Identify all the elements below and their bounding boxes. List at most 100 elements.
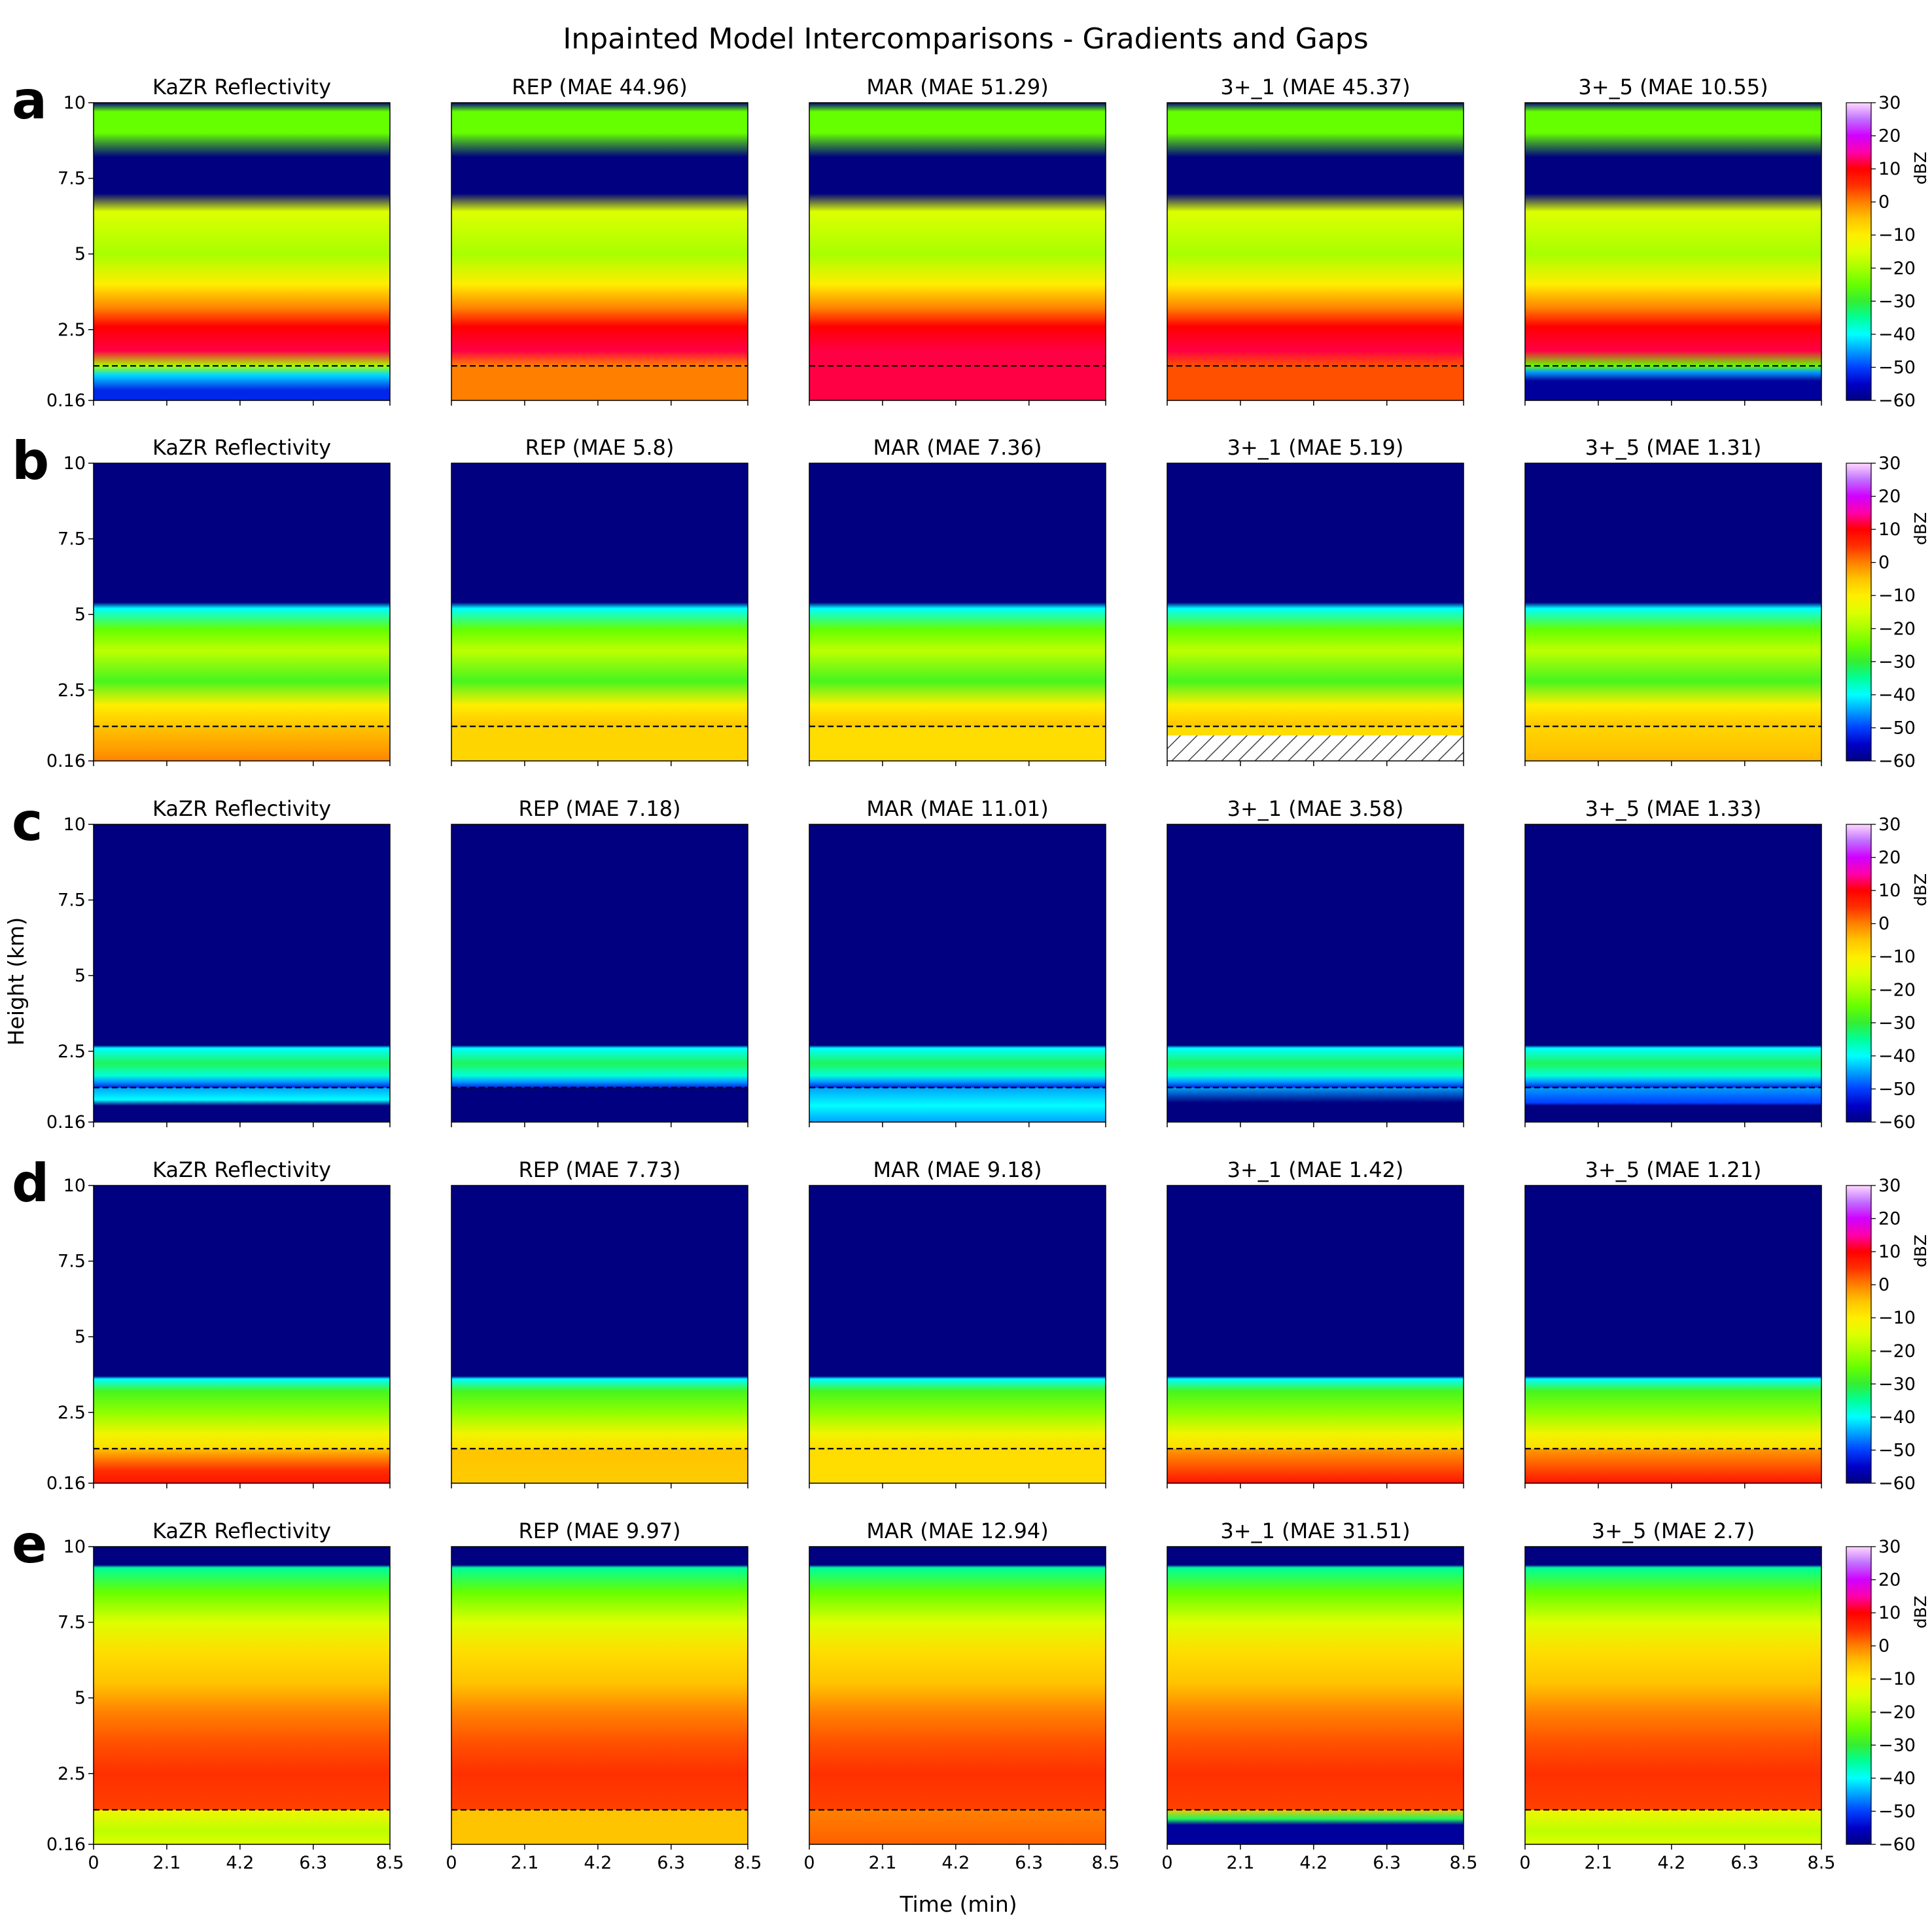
heatmap-e-5 (1525, 1547, 1821, 1844)
panel-e-4: 3+_1 (MAE 31.51) 0 2.1 4.2 6.3 8.5 (1161, 1519, 1477, 1873)
x-tick-label: 2.1 (510, 1853, 538, 1873)
panel-frame (1167, 1546, 1464, 1845)
panel-title: MAR (MAE 9.18) (873, 1157, 1042, 1182)
panel-title: 3+_5 (MAE 1.21) (1585, 1157, 1762, 1182)
panel-frame (93, 1185, 391, 1484)
colorbar-tick-label: −20 (1878, 1341, 1916, 1361)
panel-title: KaZR Reflectivity (152, 1157, 331, 1182)
colorbars: 30 20 10 0 −10 −20 −30 −40 −50 −60 dBZ 30 20 10 0 −10 −2… (1846, 93, 1930, 1855)
panel-title: 3+_1 (MAE 5.19) (1227, 435, 1404, 460)
heatmap-a-4 (1167, 103, 1464, 400)
panel-a-5: 3+_5 (MAE 10.55) (1524, 75, 1822, 406)
colorbar-tick-label: 0 (1878, 553, 1889, 573)
panel-title: REP (MAE 7.18) (518, 796, 680, 821)
x-tick-label: 6.3 (299, 1853, 327, 1873)
panel-c-3: MAR (MAE 11.01) (809, 796, 1106, 1127)
y-tick-label: 2.5 (58, 1403, 86, 1423)
x-tick-label: 0 (88, 1853, 99, 1873)
heatmap-e-1 (94, 1547, 390, 1844)
y-tick-label: 10 (63, 1537, 86, 1557)
panel-d-4: 3+_1 (MAE 1.42) (1167, 1157, 1464, 1488)
panel-frame (1167, 463, 1464, 762)
panel-grid: a KaZR Reflectivity 10 7.5 5 2.5 0.16 REP (MAE … (12, 70, 1835, 1873)
y-tick-label: 10 (63, 93, 86, 113)
panel-b-1: KaZR Reflectivity 10 7.5 5 2.5 0.16 (46, 435, 391, 771)
panel-frame (1167, 1185, 1464, 1484)
heatmap-b-5 (1525, 463, 1821, 761)
colorbar-tick-label: 10 (1878, 1242, 1901, 1262)
panel-title: MAR (MAE 7.36) (873, 435, 1042, 460)
heatmap-d-1 (94, 1186, 390, 1483)
y-tick-label: 0.16 (46, 1112, 86, 1133)
panel-c-5: 3+_5 (MAE 1.33) (1524, 796, 1822, 1127)
colorbar-tick-label: 20 (1878, 1570, 1901, 1590)
y-tick-label: 10 (63, 815, 86, 835)
colorbar-tick-label: −10 (1878, 225, 1916, 245)
colorbar-e: 30 20 10 0 −10 −20 −30 −40 −50 −60 dBZ (1846, 1537, 1930, 1855)
colorbar-tick-label: −30 (1878, 1374, 1916, 1394)
colorbar-tick-label: −20 (1878, 980, 1916, 1000)
panel-title: MAR (MAE 11.01) (866, 796, 1048, 821)
panel-frame (1524, 1185, 1822, 1484)
panel-b-5: 3+_5 (MAE 1.31) (1524, 435, 1822, 766)
heatmap-b-2 (451, 463, 748, 761)
panel-frame (93, 824, 391, 1123)
x-tick-label: 8.5 (1450, 1853, 1478, 1873)
panel-b-3: MAR (MAE 7.36) (809, 435, 1106, 766)
colorbar-tick-label: 30 (1878, 1176, 1901, 1196)
row-label-d: d (12, 1153, 49, 1214)
colorbar-tick-label: 0 (1878, 1275, 1889, 1295)
y-tick-label: 2.5 (58, 1764, 86, 1784)
colorbar-gradient (1846, 463, 1872, 762)
y-tick-label: 2.5 (58, 680, 86, 701)
panel-title: 3+_1 (MAE 45.37) (1220, 75, 1410, 99)
x-tick-label: 2.1 (1584, 1853, 1612, 1873)
colorbar-tick-label: 20 (1878, 487, 1901, 507)
x-axis-label: Time (min) (899, 1891, 1017, 1917)
panel-frame (1524, 1546, 1822, 1845)
colorbar-tick-label: 10 (1878, 1603, 1901, 1623)
x-tick-label: 6.3 (1373, 1853, 1401, 1873)
colorbar-tick-label: −10 (1878, 947, 1916, 967)
panel-frame (1524, 824, 1822, 1123)
panel-frame (1167, 824, 1464, 1123)
colorbar-tick-label: 30 (1878, 1537, 1901, 1557)
x-tick-label: 4.2 (1299, 1853, 1327, 1873)
panel-e-2: REP (MAE 9.97) 0 2.1 4.2 6.3 8.5 (446, 1519, 762, 1873)
panel-frame (1167, 102, 1464, 401)
y-tick-label: 5 (75, 244, 86, 264)
row-label-a: a (12, 70, 47, 131)
y-tick-label: 5 (75, 605, 86, 625)
panel-b-4: 3+_1 (MAE 5.19) (1167, 435, 1464, 766)
y-tick-label: 0.16 (46, 1835, 86, 1855)
colorbar-gradient (1846, 824, 1872, 1123)
colorbar-tick-label: −40 (1878, 1046, 1916, 1066)
panel-frame (809, 824, 1106, 1123)
x-tick-label: 8.5 (1092, 1853, 1120, 1873)
colorbar-gradient (1846, 1185, 1872, 1484)
panel-frame (1524, 463, 1822, 762)
panel-frame (451, 1546, 748, 1845)
x-tick-label: 0 (1519, 1853, 1530, 1873)
y-tick-label: 0.16 (46, 1473, 86, 1494)
panel-title: REP (MAE 5.8) (525, 435, 675, 460)
colorbar-tick-label: 0 (1878, 1636, 1889, 1657)
heatmap-a-2 (451, 103, 748, 400)
panel-title: MAR (MAE 51.29) (866, 75, 1048, 99)
panel-title: 3+_5 (MAE 1.33) (1585, 796, 1762, 821)
colorbar-tick-label: 20 (1878, 1209, 1901, 1229)
heatmap-e-2 (451, 1547, 748, 1844)
panel-title: 3+_1 (MAE 1.42) (1227, 1157, 1404, 1182)
colorbar-c: 30 20 10 0 −10 −20 −30 −40 −50 −60 dBZ (1846, 815, 1930, 1133)
heatmap-e-3 (809, 1547, 1106, 1844)
heatmap-a-5 (1525, 103, 1821, 400)
colorbar-tick-label: −30 (1878, 652, 1916, 672)
panel-title: KaZR Reflectivity (152, 796, 331, 821)
y-tick-label: 7.5 (58, 1613, 86, 1633)
y-tick-label: 5 (75, 966, 86, 986)
colorbar-tick-label: 30 (1878, 815, 1901, 835)
panel-e-1: KaZR Reflectivity 10 7.5 5 2.5 0.160 2.1 4.2 6.3… (46, 1519, 404, 1873)
row-label-c: c (12, 792, 43, 852)
heatmap-a-1 (94, 103, 390, 400)
panel-frame (1524, 102, 1822, 401)
